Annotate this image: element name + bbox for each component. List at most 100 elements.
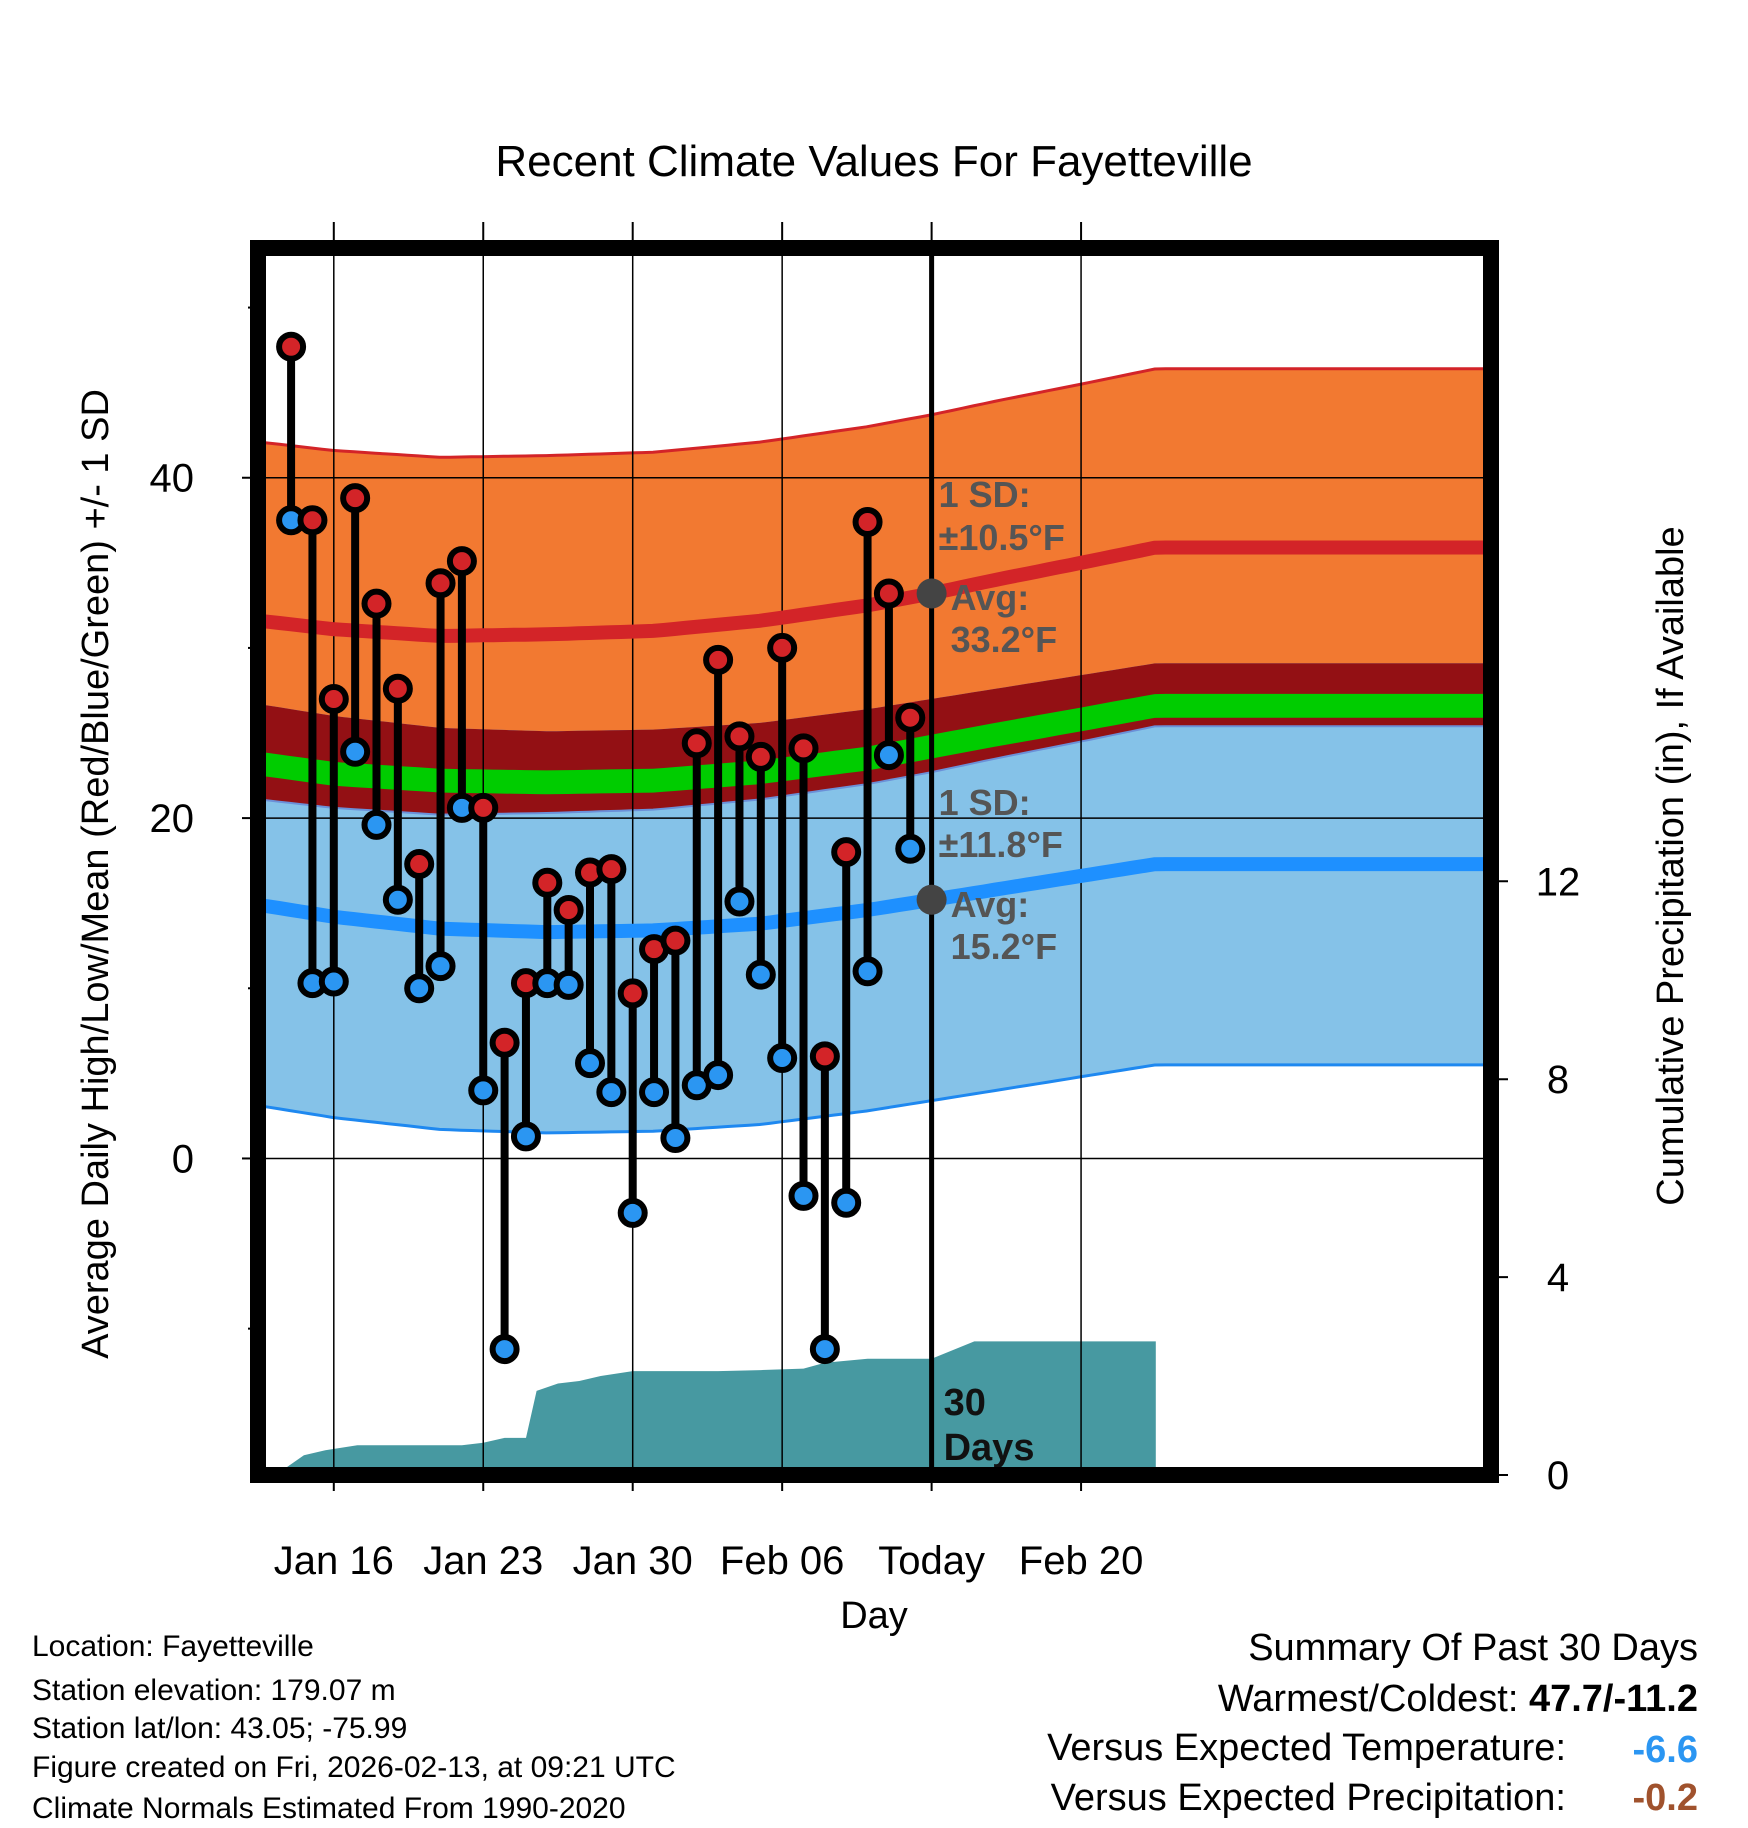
footer-normals: Climate Normals Estimated From 1990-2020 — [32, 1792, 626, 1825]
daily-high-point — [276, 331, 307, 362]
footer-location: Location: Fayetteville — [32, 1630, 314, 1663]
daily-high-point — [852, 506, 883, 537]
mean-average-band — [258, 693, 1486, 795]
window-label-text: Days — [944, 1427, 1035, 1469]
summary-precip-label: Versus Expected Precipitation: — [1051, 1777, 1566, 1819]
summary-precip-value: -0.2 — [1633, 1777, 1698, 1819]
daily-low-point — [489, 1334, 520, 1365]
daily-high-point — [617, 978, 648, 1009]
x-tick-label: Feb 20 — [1019, 1539, 1144, 1583]
y2-tick-label: 8 — [1547, 1058, 1569, 1102]
daily-high-point — [489, 1027, 520, 1058]
daily-low-point — [660, 1123, 691, 1154]
daily-low-point — [318, 966, 349, 997]
summary-temp-label: Versus Expected Temperature: — [1047, 1727, 1566, 1769]
daily-low-point — [575, 1048, 606, 1079]
summary-title: Summary Of Past 30 Days — [1248, 1627, 1698, 1669]
y2-axis-label: Cumulative Precipitation (in), If Availa… — [1650, 526, 1692, 1205]
daily-low-point — [617, 1197, 648, 1228]
high-sd-label: 1 SD: — [939, 474, 1031, 515]
summary-extremes-label: Warmest/Coldest: — [1218, 1678, 1529, 1720]
daily-high-point — [297, 505, 328, 536]
daily-low-point — [510, 1121, 541, 1152]
daily-low-point — [703, 1060, 734, 1091]
y2-tick-label: 4 — [1547, 1256, 1569, 1300]
daily-low-point — [788, 1180, 819, 1211]
daily-low-point — [404, 973, 435, 1004]
daily-high-point — [873, 578, 904, 609]
daily-high-point — [361, 588, 392, 619]
low-sd-lower-edge — [258, 1063, 1486, 1135]
daily-low-point — [361, 809, 392, 840]
high-sd-value: ±10.5°F — [939, 517, 1065, 558]
daily-low-point — [895, 833, 926, 864]
daily-high-point — [596, 854, 627, 885]
daily-low-point — [809, 1334, 840, 1365]
observed-daily-values — [276, 331, 926, 1365]
daily-low-point — [468, 1075, 499, 1106]
x-tick-label: Jan 30 — [573, 1539, 693, 1583]
today-high-average-marker — [916, 578, 947, 609]
daily-low-point — [831, 1187, 862, 1218]
plot-frame — [250, 240, 1499, 1483]
daily-high-point — [724, 721, 755, 752]
summary-extremes-value: 47.7/-11.2 — [1529, 1678, 1698, 1720]
daily-high-point — [318, 683, 349, 714]
footer-elevation: Station elevation: 179.07 m — [32, 1674, 396, 1707]
x-tick-label: Jan 23 — [423, 1539, 543, 1583]
daily-high-point — [404, 849, 435, 880]
summary-temp-value: -6.6 — [1633, 1729, 1698, 1771]
low-sd-label: 1 SD: — [939, 782, 1031, 823]
daily-high-point — [767, 632, 798, 663]
high-avg-label: Avg: — [951, 577, 1030, 618]
low-sd-value: ±11.8°F — [939, 824, 1063, 865]
high-sd-upper-edge — [258, 367, 1486, 459]
daily-low-point — [852, 956, 883, 987]
footer-created: Figure created on Fri, 2026-02-13, at 09… — [32, 1751, 676, 1784]
y-axis-label: Average Daily High/Low/Mean (Red/Blue/Gr… — [75, 389, 117, 1359]
daily-high-point — [660, 925, 691, 956]
y2-tick-label: 12 — [1536, 860, 1581, 904]
daily-low-point — [639, 1077, 670, 1108]
window-label-number: 30 — [944, 1382, 986, 1424]
daily-low-point — [340, 736, 371, 767]
x-tick-label: Jan 16 — [274, 1539, 394, 1583]
daily-low-point — [382, 884, 413, 915]
daily-high-point — [831, 837, 862, 868]
daily-high-point — [532, 867, 563, 898]
daily-high-point — [425, 568, 456, 599]
high-avg-value: 33.2°F — [951, 619, 1057, 660]
daily-low-point — [553, 969, 584, 1000]
daily-high-point — [446, 546, 477, 577]
chart-title: Recent Climate Values For Fayetteville — [495, 137, 1252, 186]
daily-high-point — [681, 728, 712, 759]
low-avg-value: 15.2°F — [951, 926, 1057, 967]
daily-high-point — [895, 702, 926, 733]
daily-high-point — [809, 1041, 840, 1072]
y-tick-label: 0 — [172, 1137, 194, 1181]
daily-high-point — [553, 895, 584, 926]
daily-low-point — [425, 951, 456, 982]
daily-low-point — [596, 1077, 627, 1108]
axes: 0 20 40 0 4 8 12 Jan 16 Jan 23 Jan 30 Feb 06 Today F… — [150, 222, 1581, 1583]
today-low-average-marker — [916, 884, 947, 915]
daily-high-point — [745, 741, 776, 772]
daily-high-point — [382, 673, 413, 704]
x-tick-label: Today — [878, 1539, 985, 1583]
y-tick-label: 20 — [150, 797, 195, 841]
daily-high-point — [788, 733, 819, 764]
low-avg-label: Avg: — [951, 884, 1030, 925]
daily-high-point — [703, 644, 734, 675]
footer-latlon: Station lat/lon: 43.05; -75.99 — [32, 1712, 407, 1745]
daily-high-point — [340, 483, 371, 514]
x-tick-label: Feb 06 — [720, 1539, 845, 1583]
normal-bands — [258, 367, 1486, 1135]
y-tick-label: 40 — [150, 457, 195, 501]
summary-extremes: Warmest/Coldest: 47.7/-11.2 — [1218, 1678, 1698, 1720]
y2-tick-label: 0 — [1547, 1454, 1569, 1498]
daily-low-point — [724, 886, 755, 917]
daily-low-point — [873, 740, 904, 771]
daily-low-point — [767, 1043, 798, 1074]
